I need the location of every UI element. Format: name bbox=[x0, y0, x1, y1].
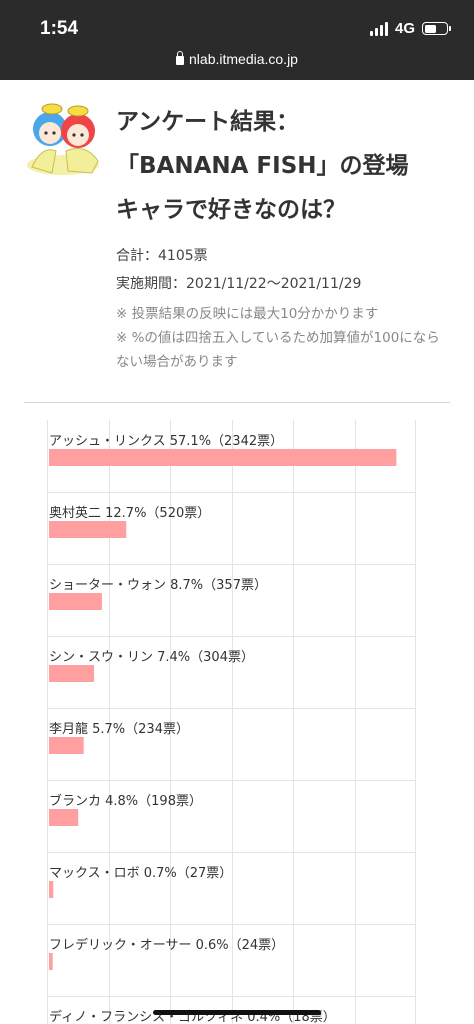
network-type: 4G bbox=[394, 20, 415, 37]
note-rounding: ※ %の値は四捨五入しているため加算値が100にならない場合があります bbox=[116, 330, 440, 370]
divider bbox=[24, 402, 450, 403]
bar-label-4: シン・スウ・リン 7.4%（304票） bbox=[49, 650, 254, 665]
bar-label-7: マックス・ロボ 0.7%（27票） bbox=[49, 866, 233, 881]
bar-6 bbox=[49, 809, 79, 826]
signal-icon bbox=[369, 21, 388, 36]
title-line: キャラで好きなのは？ bbox=[116, 197, 346, 223]
status-time: 1:54 bbox=[40, 18, 79, 39]
total-votes: 合計：4105票 bbox=[116, 248, 208, 264]
bar-label-3: ショーター・ウォン 8.7%（357票） bbox=[49, 578, 267, 593]
home-indicator[interactable] bbox=[153, 1010, 321, 1015]
bar-5 bbox=[49, 737, 84, 754]
bar-label-5: 李月龍 5.7%（234票） bbox=[49, 722, 189, 737]
bar-7 bbox=[49, 881, 54, 898]
bar-label-9: ディノ・フランシス・ゴルツィネ 0.4%（18票） bbox=[49, 1010, 336, 1024]
bar-label-6: ブランカ 4.8%（198票） bbox=[49, 794, 202, 809]
results-bar-chart: アッシュ・リンクス 57.1%（2342票） 奥村英二 12.7%（520票） ショ… bbox=[47, 420, 416, 1024]
bar-8 bbox=[49, 953, 53, 970]
address-bar[interactable]: nlab.itmedia.co.jp bbox=[0, 51, 474, 67]
bar-2 bbox=[49, 521, 127, 538]
lock-icon bbox=[176, 51, 185, 65]
chart-canvas bbox=[47, 420, 416, 1024]
bar-label-8: フレデリック・オーサー 0.6%（24票） bbox=[49, 938, 285, 953]
bar-3 bbox=[49, 593, 102, 610]
bar-label-1: アッシュ・リンクス 57.1%（2342票） bbox=[49, 434, 284, 449]
status-icons: 4G bbox=[369, 20, 451, 37]
bar-4 bbox=[49, 665, 95, 682]
battery-icon bbox=[422, 22, 451, 35]
survey-title: アンケート結果： 「BANANA FISH」の登場 キャラで好きなのは？ bbox=[116, 100, 456, 232]
title-line: アンケート結果： bbox=[116, 109, 300, 135]
survey-period: 実施期間：2021/11/22〜2021/11/29 bbox=[116, 276, 362, 292]
mascot-illustration bbox=[27, 103, 99, 175]
bar-label-2: 奥村英二 12.7%（520票） bbox=[49, 506, 211, 521]
bar-1 bbox=[49, 449, 397, 466]
url-text: nlab.itmedia.co.jp bbox=[189, 51, 298, 67]
title-line: 「BANANA FISH」の登場 bbox=[116, 153, 409, 179]
note-update-delay: ※ 投票結果の反映には最大10分かかります bbox=[116, 306, 379, 322]
status-bar: 1:54 4G nlab.itmedia.co.jp bbox=[0, 0, 474, 80]
